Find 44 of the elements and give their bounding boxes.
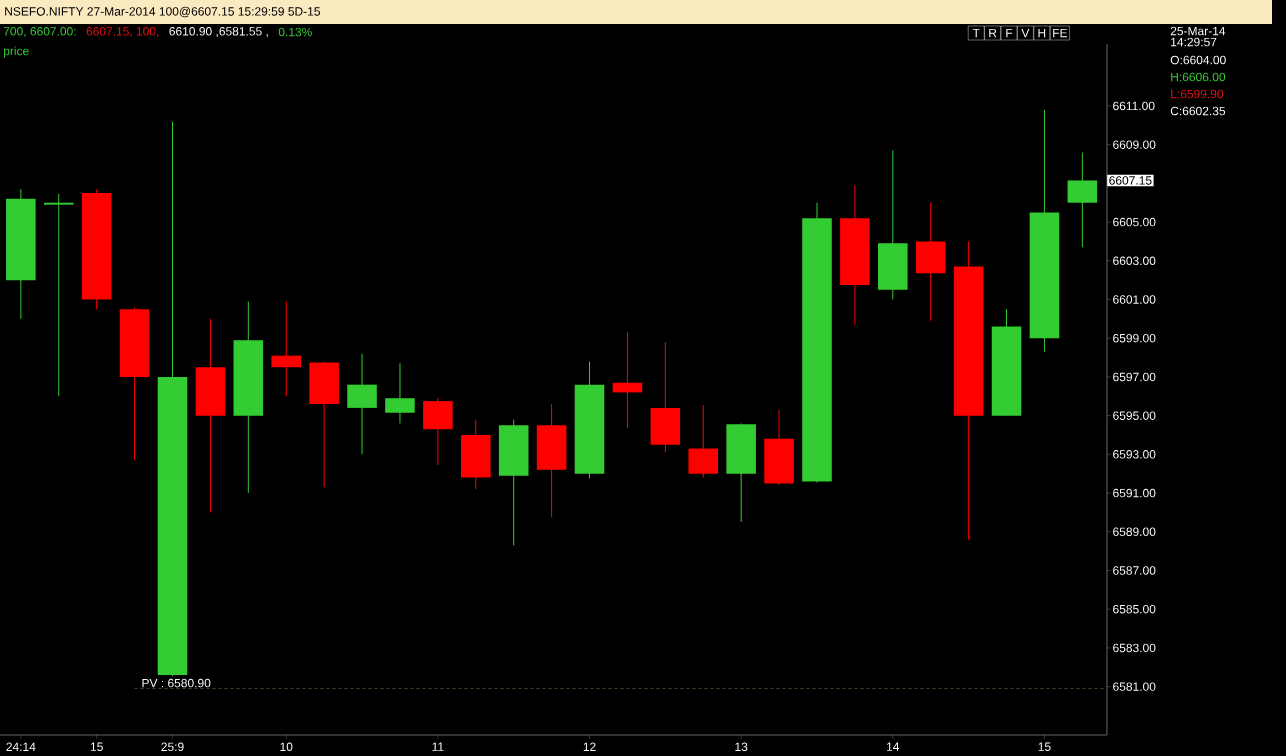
text: T	[972, 28, 980, 38]
text: 25-Mar-14	[1170, 26, 1226, 36]
y-tick-label: 6597.00	[1113, 372, 1156, 382]
y-tick-label: 6611.00	[1113, 101, 1155, 111]
text: 0.13%	[278, 27, 312, 37]
text: V	[1021, 28, 1030, 38]
text: O:6604.00	[1170, 55, 1226, 65]
x-tick-label: 10	[280, 742, 293, 752]
text: H	[1038, 28, 1046, 38]
y-tick-label: 6587.00	[1113, 566, 1156, 575]
x-tick-label: 12	[583, 742, 596, 751]
text: 700, 6607.00:	[3, 27, 76, 37]
y-tick-label: 6585.00	[1113, 604, 1156, 614]
chart-title: NSEFO.NIFTY 27-Mar-2014 100@6607.15 15:29:59 5D-15	[5, 6, 320, 18]
text: FE	[1053, 28, 1068, 38]
x-tick-label: 24:14	[6, 742, 36, 751]
text: F	[1006, 28, 1013, 38]
x-tick-label: 13	[735, 742, 748, 752]
y-tick-label: 6599.00	[1113, 333, 1156, 343]
y-tick-label: 6593.00	[1113, 450, 1156, 459]
y-tick-label: 6583.00	[1113, 643, 1156, 653]
text: 14:29:57	[1171, 37, 1217, 47]
x-tick-label: 11	[432, 742, 444, 751]
text: L:6599.90	[1171, 89, 1224, 99]
text: 6607.15, 100,	[86, 27, 159, 37]
y-tick-label: 6605.00	[1113, 217, 1156, 227]
y-tick-label: 6589.00	[1113, 527, 1156, 537]
text: 6610.90 ,6581.55 ,	[169, 27, 268, 37]
y-tick-label: 6609.00	[1113, 140, 1156, 149]
y-tick-label: 6601.00	[1113, 295, 1156, 304]
annotation: price	[3, 46, 29, 58]
text: 6607.15	[1109, 176, 1152, 185]
ref-line-label: PV : 6580.90	[142, 678, 211, 688]
y-tick-label: 6591.00	[1113, 488, 1156, 498]
x-tick-label: 14	[887, 742, 900, 751]
text: H:6606.00	[1171, 72, 1226, 82]
x-tick-label: 25:9	[161, 742, 184, 752]
x-tick-label: 15	[1038, 742, 1051, 751]
y-tick-label: 6603.00	[1113, 256, 1156, 266]
text: R	[989, 28, 997, 38]
x-tick-label: 15	[90, 742, 103, 751]
y-tick-label: 6595.00	[1113, 411, 1156, 420]
y-tick-label: 6581.00	[1113, 682, 1156, 691]
text: C:6602.35	[1170, 106, 1226, 116]
